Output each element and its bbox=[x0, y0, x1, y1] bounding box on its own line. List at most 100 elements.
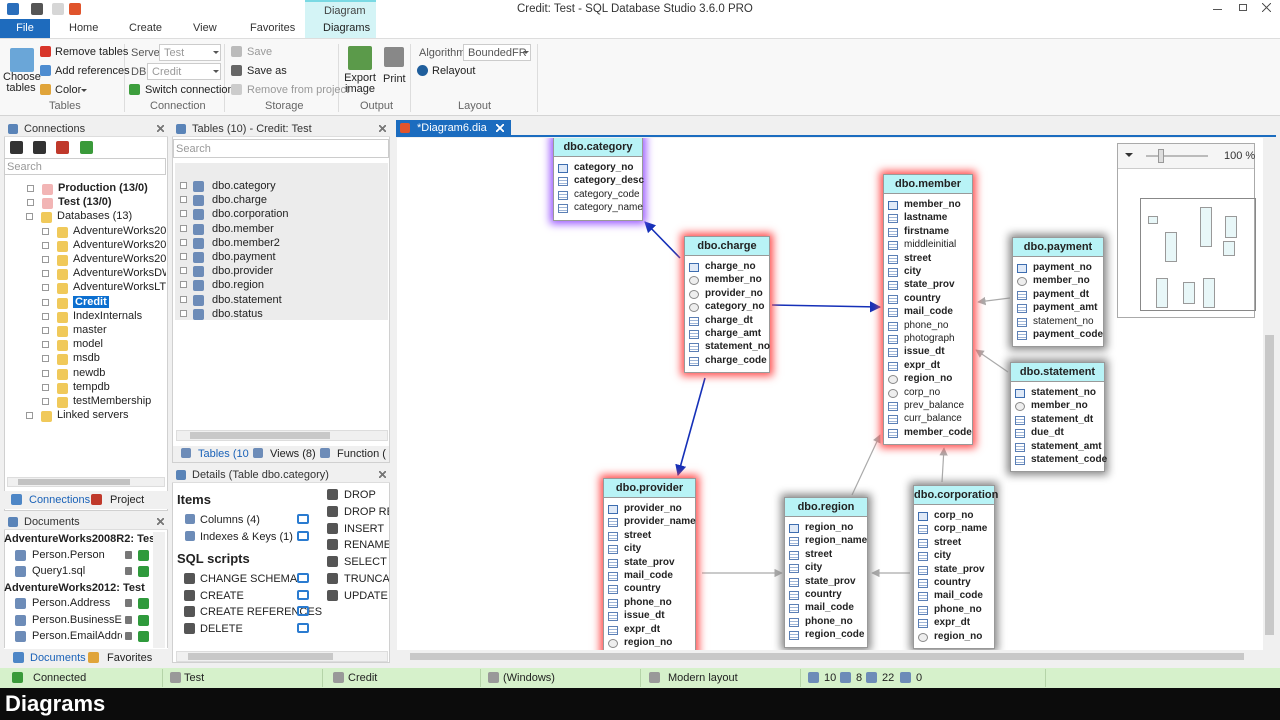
column-name[interactable]: street bbox=[805, 548, 833, 560]
column-name[interactable]: issue_dt bbox=[624, 610, 665, 622]
diagram-table[interactable]: dbo.charge charge_no member_no provider_no c… bbox=[684, 236, 770, 374]
column-name[interactable]: country bbox=[904, 292, 941, 304]
ribbon-tab[interactable]: Diagrams bbox=[323, 22, 371, 34]
column-name[interactable]: region_no bbox=[805, 522, 854, 533]
table-item[interactable]: dbo.provider bbox=[212, 265, 274, 278]
table-item[interactable]: dbo.charge bbox=[212, 194, 268, 207]
column-name[interactable]: region_no bbox=[904, 373, 953, 385]
column-name[interactable]: category_no bbox=[705, 301, 765, 313]
script-link[interactable]: INSERT bbox=[344, 522, 385, 535]
tree-item[interactable]: AdventureWorks2008R bbox=[73, 224, 166, 237]
diagram-table[interactable]: dbo.payment payment_no member_no payment_dt… bbox=[1012, 237, 1104, 348]
column-name[interactable]: member_no bbox=[705, 274, 762, 286]
column-name[interactable]: country bbox=[624, 583, 661, 595]
tree-item[interactable]: Databases (13) bbox=[57, 210, 133, 223]
document-item[interactable]: Person.EmailAddress bbox=[32, 630, 122, 642]
remove-from-project-button[interactable]: Remove from project bbox=[247, 84, 350, 96]
tree-item[interactable]: newdb bbox=[73, 366, 106, 379]
document-item[interactable]: Person.Person bbox=[32, 548, 105, 561]
column-name[interactable]: statement_no bbox=[1031, 387, 1097, 398]
document-item[interactable]: Person.BusinessEntity bbox=[32, 613, 122, 626]
table-item[interactable]: dbo.member bbox=[212, 222, 274, 235]
relayout-button[interactable]: Relayout bbox=[432, 65, 476, 77]
column-name[interactable]: street bbox=[934, 536, 962, 548]
save-as-button[interactable]: Save as bbox=[247, 65, 287, 77]
diagram-table[interactable]: dbo.member member_no lastname firstname midd… bbox=[883, 174, 973, 446]
script-link[interactable]: RENAME bbox=[344, 539, 389, 552]
algorithm-value[interactable]: BoundedFR bbox=[468, 47, 527, 59]
table-header[interactable]: dbo.charge bbox=[685, 237, 769, 256]
add-references-button[interactable]: Add references bbox=[55, 65, 130, 77]
ribbon-tab[interactable]: File bbox=[0, 19, 50, 38]
column-name[interactable]: phone_no bbox=[934, 603, 982, 615]
column-name[interactable]: corp_name bbox=[934, 523, 988, 535]
column-name[interactable]: expr_dt bbox=[904, 359, 941, 371]
search-input[interactable]: Search bbox=[7, 161, 42, 173]
column-name[interactable]: statement_amt bbox=[1031, 440, 1102, 452]
column-name[interactable]: provider_no bbox=[624, 503, 682, 514]
column-name[interactable]: charge_code bbox=[705, 354, 767, 366]
table-header[interactable]: dbo.corporation bbox=[914, 486, 998, 505]
script-link[interactable]: UPDATE bbox=[344, 589, 388, 602]
document-item[interactable]: Query1.sql bbox=[32, 565, 86, 577]
column-name[interactable]: category_no bbox=[574, 162, 634, 173]
column-name[interactable]: prev_balance bbox=[904, 400, 965, 411]
column-name[interactable]: state_prov bbox=[904, 279, 955, 291]
column-name[interactable]: region_name bbox=[805, 535, 868, 547]
ribbon-tab[interactable]: Favorites bbox=[250, 22, 296, 34]
tree-item[interactable]: master bbox=[73, 324, 107, 336]
table-item[interactable]: dbo.statement bbox=[212, 293, 282, 306]
column-name[interactable]: state_prov bbox=[624, 556, 675, 568]
tree-item[interactable]: model bbox=[73, 338, 103, 351]
tree-item[interactable]: AdventureWorks2012 bbox=[73, 238, 166, 251]
column-name[interactable]: city bbox=[904, 266, 922, 277]
column-name[interactable]: member_no bbox=[1033, 275, 1090, 287]
diagram-table[interactable]: dbo.provider provider_no provider_name stre… bbox=[603, 478, 696, 650]
script-link[interactable]: CREATE bbox=[200, 589, 244, 602]
table-header[interactable]: dbo.statement bbox=[1011, 363, 1104, 382]
tree-item[interactable]: AdventureWorks2014 bbox=[73, 253, 166, 265]
script-link[interactable]: DELETE bbox=[200, 623, 243, 636]
tree-item[interactable]: AdventureWorksDW20 bbox=[73, 267, 166, 280]
save-button[interactable]: Save bbox=[247, 46, 273, 58]
details-link[interactable]: Indexes & Keys (1) bbox=[200, 531, 293, 543]
table-item[interactable]: dbo.member2 bbox=[212, 236, 280, 249]
db-value[interactable]: Credit bbox=[152, 66, 182, 78]
column-name[interactable]: phone_no bbox=[624, 596, 672, 608]
diagram-table[interactable]: dbo.statement statement_no member_no statem… bbox=[1010, 362, 1107, 473]
column-name[interactable]: mail_code bbox=[624, 570, 673, 581]
ribbon-tab[interactable]: Create bbox=[129, 22, 163, 34]
table-header[interactable]: dbo.member bbox=[884, 175, 972, 194]
details-link[interactable]: Columns (4) bbox=[200, 514, 260, 526]
column-name[interactable]: provider_no bbox=[705, 287, 763, 299]
column-name[interactable]: firstname bbox=[904, 225, 950, 237]
column-name[interactable]: statement_dt bbox=[1031, 413, 1094, 425]
diagram-table[interactable]: dbo.category category_no category_desc cate… bbox=[553, 138, 644, 221]
column-name[interactable]: expr_dt bbox=[934, 617, 971, 629]
print-button[interactable]: Print bbox=[383, 73, 406, 85]
column-name[interactable]: city bbox=[805, 562, 823, 574]
script-link[interactable]: TRUNCATE bbox=[344, 573, 389, 585]
column-name[interactable]: payment_code bbox=[1033, 329, 1104, 340]
server-value[interactable]: Test bbox=[164, 47, 185, 59]
column-name[interactable]: lastname bbox=[904, 212, 948, 224]
panel-tab[interactable]: Documents bbox=[30, 652, 86, 664]
tree-item[interactable]: IndexInternals bbox=[73, 309, 143, 322]
column-name[interactable]: payment_no bbox=[1033, 262, 1092, 273]
table-item[interactable]: dbo.region bbox=[212, 279, 264, 292]
diagram-table[interactable]: dbo.region region_no region_name street city… bbox=[784, 497, 868, 648]
script-link[interactable]: DROP REFE bbox=[344, 505, 389, 518]
table-item[interactable]: dbo.corporation bbox=[212, 208, 289, 221]
table-item[interactable]: dbo.payment bbox=[212, 251, 276, 263]
ribbon-tab[interactable]: Home bbox=[69, 22, 99, 34]
column-name[interactable]: charge_amt bbox=[705, 328, 762, 339]
table-item[interactable]: dbo.status bbox=[212, 307, 263, 320]
tree-item[interactable]: testMembership bbox=[73, 395, 152, 407]
column-name[interactable]: street bbox=[624, 529, 652, 541]
tree-item[interactable]: AdventureWorksLT201 bbox=[73, 281, 166, 294]
remove-tables-button[interactable]: Remove tables bbox=[55, 46, 129, 58]
column-name[interactable]: mail_code bbox=[805, 602, 854, 614]
column-name[interactable]: middleinitial bbox=[904, 239, 957, 251]
column-name[interactable]: mail_code bbox=[904, 306, 953, 318]
column-name[interactable]: state_prov bbox=[934, 563, 985, 575]
